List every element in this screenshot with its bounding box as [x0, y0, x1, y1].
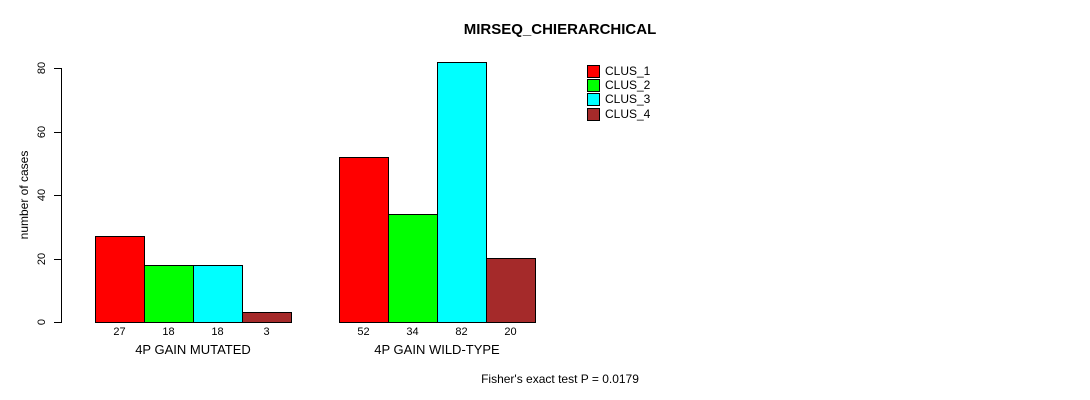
bar-value-label: 34: [406, 326, 419, 338]
y-tick: [54, 259, 61, 260]
bar-value-label: 3: [263, 326, 270, 338]
bar-clus_3-group1: [193, 265, 243, 323]
legend-item-label: CLUS_3: [605, 92, 651, 106]
x-group-label: 4P GAIN MUTATED: [135, 342, 251, 357]
legend-item-label: CLUS_2: [605, 78, 651, 92]
chart-title: MIRSEQ_CHIERARCHICAL: [463, 21, 657, 38]
legend-swatch: [587, 65, 600, 78]
y-tick: [54, 68, 61, 69]
bar-value-label: 20: [504, 326, 517, 338]
y-tick-label: 80: [36, 61, 48, 75]
bar-clus_2-group2: [388, 214, 438, 323]
legend-item-label: CLUS_1: [605, 64, 651, 78]
y-tick-label: 20: [36, 252, 48, 266]
bar-clus_1-group2: [339, 157, 389, 323]
bar-clus_3-group2: [437, 62, 487, 323]
y-axis-label: number of cases: [17, 150, 31, 240]
bar-value-label: 18: [162, 326, 175, 338]
bar-clus_4-group2: [486, 258, 536, 323]
annotation-text: Fisher's exact test P = 0.0179: [481, 372, 639, 386]
y-tick: [54, 132, 61, 133]
bar-value-label: 18: [211, 326, 224, 338]
bar-value-label: 27: [113, 326, 126, 338]
bar-value-label: 82: [455, 326, 468, 338]
y-axis-line: [61, 68, 62, 323]
legend-item-label: CLUS_4: [605, 107, 651, 121]
legend-item-clus_1: CLUS_1: [587, 65, 677, 78]
x-group-label: 4P GAIN WILD-TYPE: [374, 342, 500, 357]
bar-clus_1-group1: [95, 236, 145, 323]
bar-clus_4-group1: [242, 312, 292, 323]
y-tick-label: 60: [36, 125, 48, 139]
y-tick: [54, 322, 61, 323]
y-tick: [54, 195, 61, 196]
legend-swatch: [587, 93, 600, 106]
legend-item-clus_2: CLUS_2: [587, 79, 677, 92]
legend-swatch: [587, 108, 600, 121]
y-tick-label: 40: [36, 188, 48, 202]
legend-item-clus_4: CLUS_4: [587, 108, 677, 121]
bar-value-label: 52: [357, 326, 370, 338]
legend-swatch: [587, 79, 600, 92]
y-tick-label: 0: [36, 318, 48, 326]
bar-clus_2-group1: [144, 265, 194, 323]
legend-item-clus_3: CLUS_3: [587, 93, 677, 106]
